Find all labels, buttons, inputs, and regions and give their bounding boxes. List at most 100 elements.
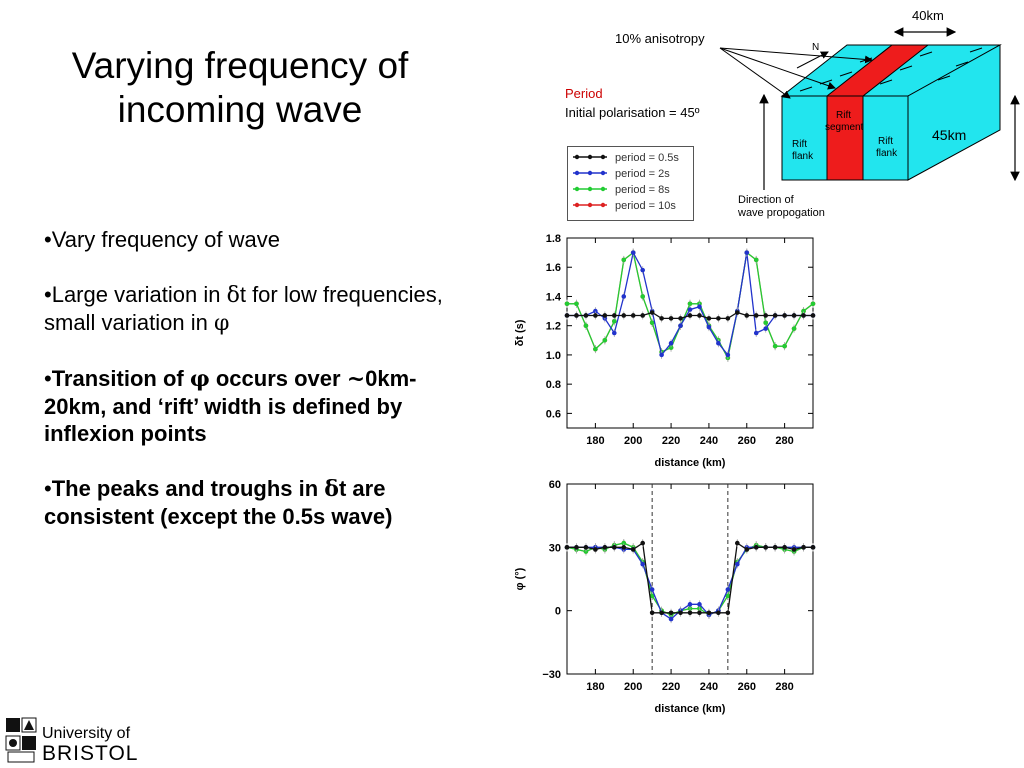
data-point [678,610,683,616]
data-point [763,545,768,550]
data-point [763,326,768,331]
data-point [735,310,740,315]
y-tick-label: −30 [542,669,561,681]
rift-flank-left-line1: Rift [792,139,807,150]
period-label: Period [565,86,603,101]
data-point [772,343,778,349]
data-point [735,540,740,546]
data-point [630,250,636,255]
data-point [801,308,806,314]
x-tick-label: 180 [586,681,604,693]
y-tick-label: 1.8 [546,233,561,245]
y-axis-label: φ (°) [514,567,526,590]
slide-title: Varying frequency of incoming wave [30,44,450,132]
data-point [621,540,627,546]
data-point [602,313,608,318]
data-point [744,547,750,552]
rift-front-face [826,95,864,181]
rift-segment-line2: segment [825,122,864,133]
y-tick-label: 0 [555,606,561,618]
rift-block-diagram: 40km 10% anisotropy N Period Initial pol… [565,8,1020,219]
x-tick-label: 200 [624,681,642,693]
data-point [753,257,759,263]
data-point [668,610,674,616]
data-point [810,313,816,318]
phi-symbol: φ [189,366,210,392]
data-point [668,345,674,350]
bullet-2-text-b: t for low frequencies, small variation i… [44,282,443,335]
delta-t-chart: 180 200 220 240 260 280 0.6 0.8 1.0 1.2 1.4 1.6 1.8 d… [514,233,816,469]
data-point [687,602,693,607]
data-point [649,320,655,326]
bullet-4-marker: • [44,476,52,501]
legend-label: period = 2s [615,168,670,180]
data-point [612,545,617,550]
anisotropy-label: 10% anisotropy [615,31,705,46]
rift-flank-right-line1: Rift [878,136,893,147]
data-point [640,294,645,299]
data-point [782,313,787,318]
data-point [753,330,759,336]
data-point [659,316,664,321]
x-tick-label: 220 [662,435,680,447]
data-point [706,324,712,330]
bullet-4-text-b: The peaks and troughs in [51,476,325,501]
y-tick-label: 0.6 [546,408,561,420]
y-tick-label: 1.2 [546,321,561,333]
data-point [744,250,750,255]
data-point [678,316,683,321]
data-point [697,313,702,318]
legend-marker [587,170,593,176]
bullet-4-text-c: t are consistent (except the 0.5s wave) [44,476,393,529]
x-tick-label: 240 [700,681,718,693]
x-tick-label: 260 [738,435,756,447]
x-tick-label: 220 [662,681,680,693]
data-point [640,267,645,273]
data-point [763,313,768,318]
data-point [649,610,655,616]
data-point [593,308,598,314]
data-point [706,316,712,321]
phi-chart: 180 200 220 240 260 280 −30 0 30 60 distance (km) φ… [514,479,816,715]
y-tick-label: 0.8 [546,379,561,391]
data-point [687,313,693,318]
y-axis-label: δt (s) [514,319,526,346]
data-point [687,610,693,616]
data-point [668,616,674,622]
data-point [649,593,655,599]
data-point [687,301,693,307]
x-tick-label: 260 [738,681,756,693]
legend-marker [574,154,580,160]
data-point [593,547,598,552]
x-tick-label: 200 [624,435,642,447]
plot-frame [566,483,814,675]
rift-segment-line1: Rift [836,110,851,121]
university-logo: University of BRISTOL [5,717,137,765]
data-point [678,323,683,328]
data-point [612,313,617,318]
bullet-3-text-c: occurs over [209,366,347,391]
legend-marker [574,186,580,192]
data-point [649,310,655,315]
data-point [583,313,589,318]
data-point [612,330,617,336]
anisotropy-ticks [799,47,983,92]
x-tick-label: 280 [775,435,793,447]
data-point [782,545,787,550]
legend-marker [574,170,580,176]
data-point [725,316,731,321]
data-point [564,313,570,318]
data-point [697,602,702,607]
bullet-2-text-a: •Large variation in [44,282,227,307]
data-point [697,304,702,309]
data-point [593,346,598,352]
data-point [640,313,645,318]
data-point [725,587,731,592]
data-point [772,313,778,318]
data-point [630,547,636,552]
bullet-transition: •Transition of φ occurs over ~0km-20km, … [44,365,464,447]
north-arrow [796,51,829,69]
y-tick-label: 60 [549,479,561,491]
bullet-list: •Vary frequency of wave •Large variation… [44,226,464,558]
data-point [801,313,806,318]
